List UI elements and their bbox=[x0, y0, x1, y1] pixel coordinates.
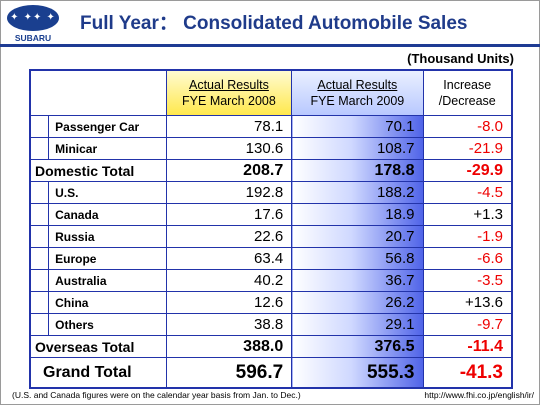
table-row: Passenger Car 78.1 70.1 -8.0 bbox=[29, 115, 513, 138]
value-2009: 376.5 bbox=[291, 335, 424, 358]
table-row: Minicar 130.6 108.7 -21.9 bbox=[29, 137, 513, 160]
value-change: -29.9 bbox=[422, 159, 513, 182]
value-change: -9.7 bbox=[422, 313, 513, 336]
row-label: Passenger Car bbox=[48, 115, 167, 138]
overseas-total-row: Overseas Total 388.0 376.5 -11.4 bbox=[29, 335, 513, 358]
value-2009: 29.1 bbox=[291, 313, 424, 336]
value-2008: 12.6 bbox=[165, 291, 293, 314]
value-change: -21.9 bbox=[422, 137, 513, 160]
row-label: China bbox=[48, 291, 167, 314]
pleiades-stars-icon: ✦ ✦✦ ✦ bbox=[7, 5, 59, 31]
table-row: U.S. 192.8 188.2 -4.5 bbox=[29, 181, 513, 204]
col-header-change-line1: Increase bbox=[443, 78, 492, 92]
value-2009: 178.8 bbox=[291, 159, 424, 182]
value-2008: 208.7 bbox=[165, 159, 293, 182]
source-url: http://www.fhi.co.jp/english/ir/ bbox=[424, 390, 534, 400]
value-2008: 130.6 bbox=[165, 137, 293, 160]
value-change: +1.3 bbox=[422, 203, 513, 226]
value-2008: 388.0 bbox=[165, 335, 293, 358]
table-row: Canada 17.6 18.9 +1.3 bbox=[29, 203, 513, 226]
logo-wordmark: SUBARU bbox=[14, 33, 52, 43]
subaru-logo: ✦ ✦✦ ✦ SUBARU bbox=[4, 4, 62, 44]
value-2008: 22.6 bbox=[165, 225, 293, 248]
table-row: China 12.6 26.2 +13.6 bbox=[29, 291, 513, 314]
value-2009: 188.2 bbox=[291, 181, 424, 204]
row-label: Overseas Total bbox=[29, 335, 167, 358]
row-label: Europe bbox=[48, 247, 167, 270]
value-2008: 78.1 bbox=[165, 115, 293, 138]
value-2008: 596.7 bbox=[165, 357, 293, 389]
grand-total-row: Grand Total 596.7 555.3 -41.3 bbox=[29, 357, 513, 389]
value-change: -8.0 bbox=[422, 115, 513, 138]
table-row: Others 38.8 29.1 -9.7 bbox=[29, 313, 513, 336]
title-divider bbox=[0, 44, 540, 47]
value-change: -1.9 bbox=[422, 225, 513, 248]
value-2008: 17.6 bbox=[165, 203, 293, 226]
value-2008: 40.2 bbox=[165, 269, 293, 292]
row-label: Russia bbox=[48, 225, 167, 248]
value-2008: 38.8 bbox=[165, 313, 293, 336]
value-change: -11.4 bbox=[422, 335, 513, 358]
value-2008: 192.8 bbox=[165, 181, 293, 204]
table-row: Australia 40.2 36.7 -3.5 bbox=[29, 269, 513, 292]
col-header-change-line2: /Decrease bbox=[438, 94, 496, 108]
value-2009: 36.7 bbox=[291, 269, 424, 292]
row-label: Others bbox=[48, 313, 167, 336]
col-header-2009-line2: FYE March 2009 bbox=[310, 94, 405, 108]
col-header-2008-line1: Actual Results bbox=[188, 78, 269, 92]
sales-table: Actual Results FYE March 2008 Actual Res… bbox=[29, 69, 513, 389]
col-header-2008: Actual Results FYE March 2008 bbox=[165, 69, 293, 116]
domestic-total-row: Domestic Total 208.7 178.8 -29.9 bbox=[29, 159, 513, 182]
value-change: +13.6 bbox=[422, 291, 513, 314]
col-header-2009: Actual Results FYE March 2009 bbox=[291, 69, 424, 116]
row-label: Grand Total bbox=[29, 357, 167, 389]
table-row: Europe 63.4 56.8 -6.6 bbox=[29, 247, 513, 270]
col-header-2008-line2: FYE March 2008 bbox=[182, 94, 276, 108]
value-change: -4.5 bbox=[422, 181, 513, 204]
row-label: Canada bbox=[48, 203, 167, 226]
page-title: Full Year： Consolidated Automobile Sales bbox=[80, 13, 468, 34]
col-header-2009-line1: Actual Results bbox=[317, 78, 398, 92]
row-label: U.S. bbox=[48, 181, 167, 204]
value-2009: 555.3 bbox=[291, 357, 424, 389]
row-label: Australia bbox=[48, 269, 167, 292]
value-change: -6.6 bbox=[422, 247, 513, 270]
value-2009: 18.9 bbox=[291, 203, 424, 226]
col-header-change: Increase /Decrease bbox=[422, 69, 513, 116]
value-2008: 63.4 bbox=[165, 247, 293, 270]
footnote: (U.S. and Canada figures were on the cal… bbox=[12, 390, 301, 400]
value-2009: 56.8 bbox=[291, 247, 424, 270]
value-2009: 20.7 bbox=[291, 225, 424, 248]
row-label: Domestic Total bbox=[29, 159, 167, 182]
row-label: Minicar bbox=[48, 137, 167, 160]
value-change: -3.5 bbox=[422, 269, 513, 292]
value-2009: 70.1 bbox=[291, 115, 424, 138]
value-change: -41.3 bbox=[422, 357, 513, 389]
units-label: (Thousand Units) bbox=[407, 51, 514, 66]
value-2009: 108.7 bbox=[291, 137, 424, 160]
corner-cell bbox=[29, 69, 167, 116]
value-2009: 26.2 bbox=[291, 291, 424, 314]
table-row: Russia 22.6 20.7 -1.9 bbox=[29, 225, 513, 248]
